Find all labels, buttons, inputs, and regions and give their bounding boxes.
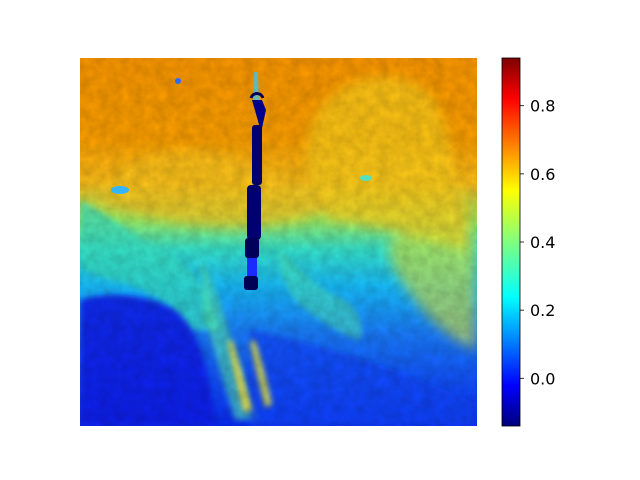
colorbar-tick-label: 0.8	[530, 97, 555, 116]
colorbar-gradient	[501, 57, 521, 427]
colorbar-tick-label: 0.0	[530, 369, 555, 388]
colorbar-ticks: 0.0 0.2 0.4 0.6 0.8	[520, 97, 555, 388]
colorbar-tick-label: 0.2	[530, 301, 555, 320]
colorbar: 0.0 0.2 0.4 0.6 0.8	[501, 57, 555, 427]
colorbar-tick-label: 0.4	[530, 233, 555, 252]
rod-feature	[244, 72, 266, 290]
heatmap-image	[80, 58, 477, 426]
colorbar-tick-label: 0.6	[530, 165, 555, 184]
